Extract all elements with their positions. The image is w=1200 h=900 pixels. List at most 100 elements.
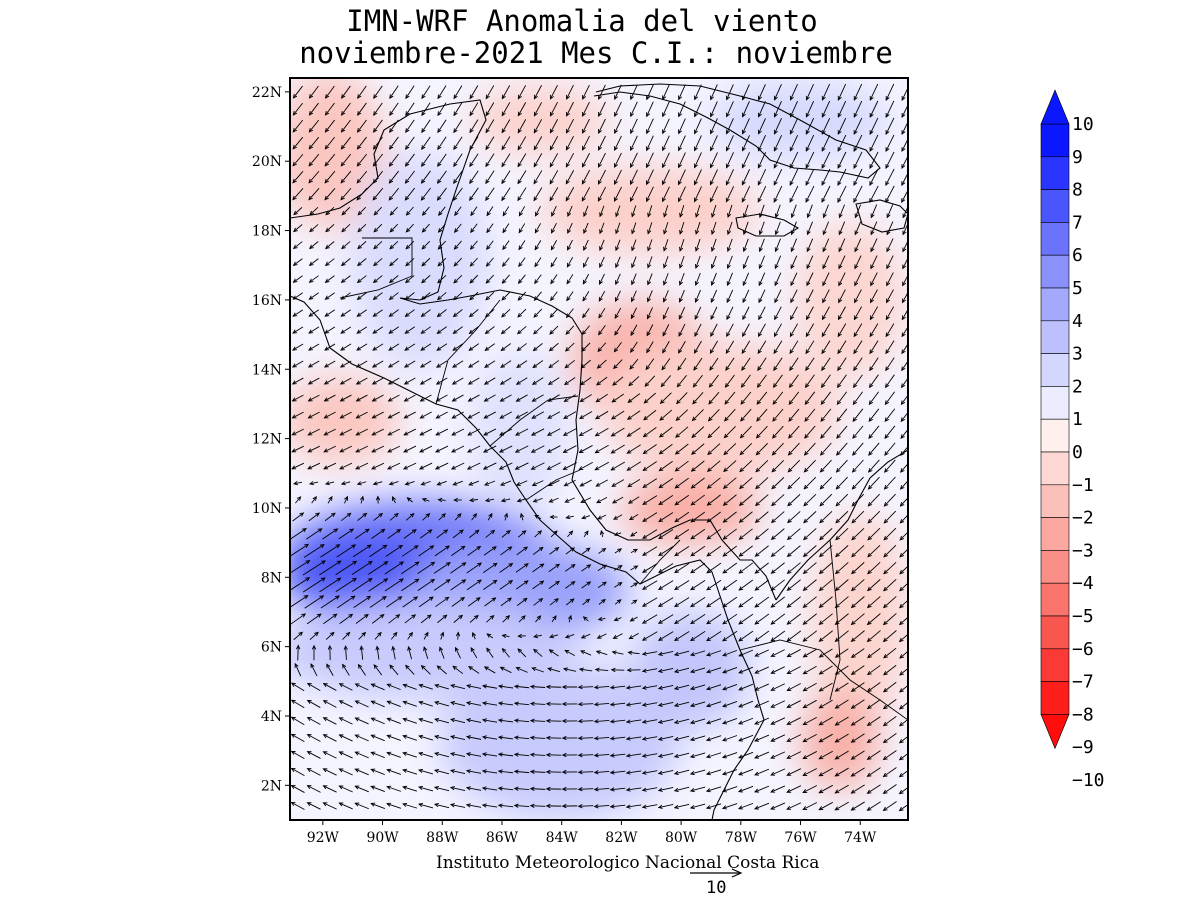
wind-vector [869, 357, 879, 372]
wind-vector [335, 560, 358, 576]
wind-vector [770, 785, 786, 793]
wind-vector [806, 255, 814, 270]
wind-vector [674, 477, 689, 489]
wind-vector [739, 425, 752, 439]
wind-vector [852, 374, 863, 389]
colorbar-tick-label: 5 [1072, 278, 1083, 299]
colorbar-tick-label: −4 [1072, 573, 1094, 594]
wind-vector [613, 617, 622, 622]
wind-vector [306, 699, 321, 708]
wind-vector [689, 684, 706, 691]
wind-vector [899, 684, 908, 693]
wind-vector [338, 751, 353, 759]
wind-vector [642, 529, 658, 539]
wind-vector [662, 307, 669, 320]
wind-vector [390, 631, 398, 640]
wind-vector [741, 135, 750, 152]
wind-vector [370, 751, 385, 759]
wind-vector [770, 734, 786, 742]
wind-vector [789, 168, 799, 186]
wind-vector [642, 461, 657, 472]
wind-vector [339, 394, 352, 402]
wind-vector [726, 238, 733, 253]
wind-vector [837, 117, 847, 135]
wind-vector [614, 582, 623, 588]
wind-vector [851, 527, 865, 541]
wind-vector [786, 802, 802, 810]
wind-vector [534, 240, 542, 251]
wind-vector [322, 768, 337, 776]
wind-vector [354, 700, 369, 708]
wind-vector [901, 172, 908, 187]
wind-vector [433, 803, 450, 809]
wind-vector [518, 223, 526, 234]
wind-vector [806, 221, 813, 236]
wind-vector [497, 735, 514, 740]
wind-vector [757, 323, 766, 338]
wind-vector [337, 595, 356, 609]
lat-label: 6N [261, 640, 282, 656]
wind-vector [529, 803, 546, 808]
wind-vector [358, 631, 367, 640]
wind-vector [641, 770, 658, 775]
wind-vector [866, 665, 881, 676]
wind-vector [532, 497, 543, 503]
wind-vector [758, 289, 766, 304]
wind-vector [549, 153, 559, 168]
wind-vector [351, 560, 373, 575]
wind-vector [629, 616, 638, 622]
wind-vector [755, 442, 768, 456]
wind-vector [820, 425, 832, 439]
wind-vector [754, 613, 770, 625]
wind-vector [531, 480, 544, 486]
wind-vector [502, 257, 510, 268]
wind-vector [468, 666, 480, 674]
wind-vector [882, 716, 897, 727]
wind-vector [306, 613, 322, 625]
wind-vector [868, 391, 879, 406]
wind-vector [705, 684, 722, 691]
wind-vector [342, 631, 351, 640]
wind-vector [438, 206, 446, 216]
wind-vector [402, 785, 418, 792]
wind-vector [885, 306, 895, 321]
wind-vector [357, 223, 367, 233]
wind-vector [596, 376, 608, 386]
wind-vector [324, 170, 336, 184]
wind-vector [548, 563, 561, 573]
wind-vector [657, 631, 674, 641]
wind-vector [531, 411, 545, 419]
wind-vector [389, 85, 399, 100]
wind-vector [641, 668, 658, 673]
wind-vector [324, 85, 335, 99]
wind-vector [325, 224, 335, 233]
wind-vector [535, 206, 541, 217]
wind-vector [389, 258, 399, 267]
wind-vector [303, 543, 325, 558]
wind-vector [615, 290, 621, 303]
wind-vector [548, 497, 559, 503]
wind-vector [372, 326, 384, 334]
wind-vector [900, 428, 908, 440]
wind-vector [854, 221, 862, 236]
wind-vector [452, 326, 463, 335]
wind-vector [549, 325, 559, 335]
wind-vector [641, 651, 658, 656]
wind-vector [577, 804, 594, 809]
wind-vector [614, 324, 622, 336]
wind-vector [308, 153, 320, 167]
wind-vector [691, 409, 704, 422]
wind-vector [658, 529, 674, 540]
wind-vector [451, 428, 465, 436]
wind-vector [611, 650, 624, 655]
lat-label: 20N [252, 154, 282, 170]
wind-vector [387, 411, 400, 419]
wind-vector [485, 529, 496, 538]
wind-vector [437, 136, 447, 151]
wind-vector [324, 512, 336, 522]
wind-vector [673, 735, 690, 742]
wind-vector [868, 374, 879, 389]
wind-vector [436, 343, 448, 351]
wind-vector [599, 222, 605, 235]
wind-vector [609, 719, 626, 724]
